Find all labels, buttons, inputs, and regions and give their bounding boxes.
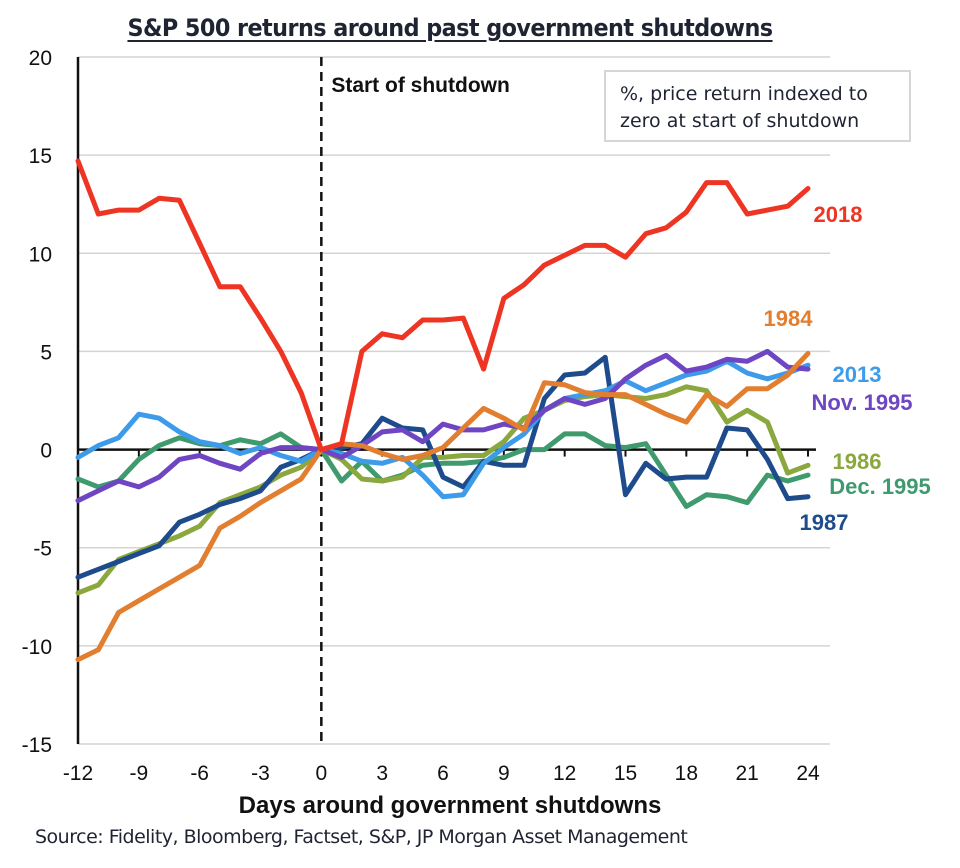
series-label-2018: 2018 [814, 202, 863, 227]
series-label-2013: 2013 [833, 362, 882, 387]
y-tick-label: -10 [22, 636, 52, 659]
chart-title: S&P 500 returns around past government s… [127, 14, 773, 42]
y-tick-label: 15 [29, 145, 52, 168]
x-tick-label: 15 [614, 762, 637, 785]
axes [76, 57, 816, 744]
x-tick-label: 6 [437, 762, 449, 785]
x-tick-label: -3 [251, 762, 270, 785]
y-tick-label: 5 [40, 341, 52, 364]
series-line-1984 [75, 350, 811, 663]
series-label-1987: 1987 [800, 510, 849, 535]
x-tick-label: 24 [796, 762, 820, 785]
y-tick-label: -15 [22, 734, 52, 757]
x-tick-label: -12 [63, 762, 93, 785]
series-label-1986: 1986 [833, 449, 882, 474]
x-axis-title: Days around government shutdowns [238, 792, 662, 819]
annotation-box: %, price return indexed to zero at start… [604, 70, 911, 142]
x-tick-label: 18 [675, 762, 698, 785]
y-tick-label: 20 [29, 47, 52, 70]
x-tick-label: 21 [735, 762, 758, 785]
series-line-2018 [75, 158, 811, 453]
x-tick-label: -6 [190, 762, 209, 785]
series-label-nov-1995: Nov. 1995 [811, 390, 912, 415]
x-tick-label: 0 [315, 762, 327, 785]
series-lines [75, 158, 811, 663]
x-tick-label: 9 [498, 762, 510, 785]
series-line-1986 [75, 384, 811, 596]
y-tick-labels: 20 15 10 5 0 -5 -10 -15 [22, 47, 52, 757]
series-label-1984: 1984 [764, 306, 814, 331]
source-note: Source: Fidelity, Bloomberg, Factset, S&… [35, 826, 688, 848]
series-label-dec-1995: Dec. 1995 [829, 474, 931, 499]
shutdown-start-label: Start of shutdown [331, 74, 509, 97]
x-tick-label: 12 [553, 762, 576, 785]
shutdown-marker: Start of shutdown [320, 57, 510, 744]
y-tick-label: 10 [29, 243, 52, 266]
y-tick-label: -5 [33, 538, 52, 561]
x-tick-label: -9 [129, 762, 148, 785]
series-line-nov-1995 [75, 348, 811, 504]
series-line-1987 [75, 354, 811, 580]
x-tick-labels: -12 -9 -6 -3 0 3 6 9 12 15 18 21 24 [63, 762, 820, 785]
x-tick-label: 3 [376, 762, 388, 785]
y-tick-label: 0 [40, 440, 52, 463]
series-line-2013 [75, 358, 811, 500]
